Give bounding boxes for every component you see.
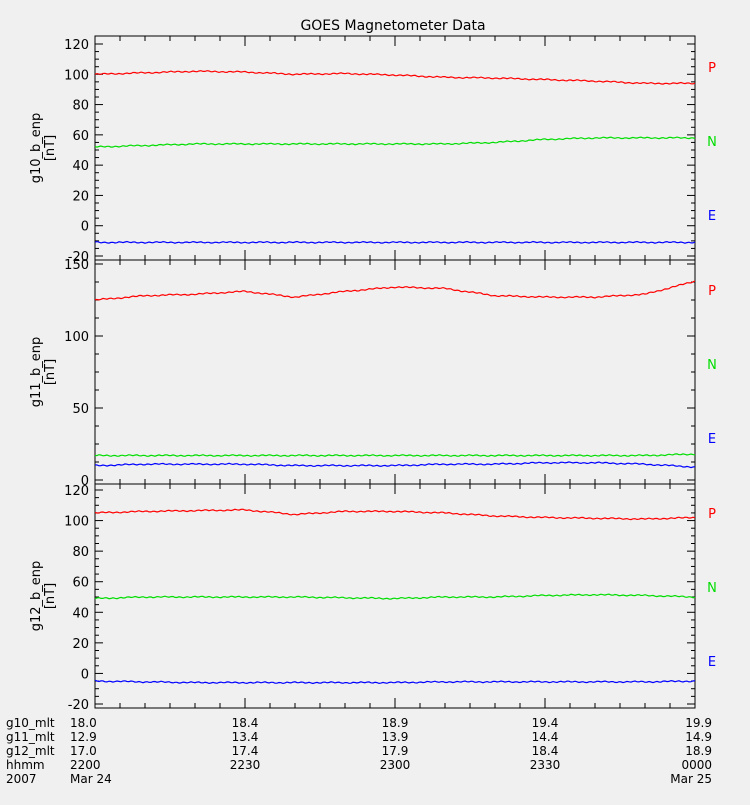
panel-3-ytick-label: 40 bbox=[72, 606, 89, 621]
footer-value: 13.4 bbox=[232, 730, 259, 744]
footer-value: 13.9 bbox=[382, 730, 409, 744]
panel-1-ytick-label: -20 bbox=[68, 250, 89, 265]
panel-1-ylabel: g10_b_enp bbox=[29, 113, 44, 184]
footer-label-2007: 2007 bbox=[6, 772, 37, 786]
footer-value: Mar 25 bbox=[670, 772, 712, 786]
panel-1-ytick-label: 20 bbox=[72, 189, 89, 204]
panel-1-series-P bbox=[94, 70, 696, 85]
footer-value: 18.4 bbox=[232, 716, 259, 730]
footer-value: 14.9 bbox=[685, 730, 712, 744]
panel-2-legend-N: N bbox=[707, 358, 717, 373]
footer-value: 18.9 bbox=[685, 744, 712, 758]
footer-value: 14.4 bbox=[532, 730, 559, 744]
panel-1-ytick-label: 40 bbox=[72, 159, 89, 174]
panel-1-frame bbox=[94, 35, 696, 261]
footer-value: 18.4 bbox=[532, 744, 559, 758]
footer-value: Mar 24 bbox=[70, 772, 112, 786]
footer-value: 19.4 bbox=[532, 716, 559, 730]
panel-1-legend-P: P bbox=[708, 61, 716, 76]
footer-label-g11_mlt: g11_mlt bbox=[6, 730, 55, 744]
panel-1-series-N bbox=[94, 136, 696, 148]
panel-1-ytick-label: 60 bbox=[72, 129, 89, 144]
panel-3-ytick-label: 0 bbox=[81, 667, 89, 682]
footer-value: 17.4 bbox=[232, 744, 259, 758]
panel-3-ytick-label: -20 bbox=[68, 698, 89, 713]
footer-value: 18.0 bbox=[70, 716, 97, 730]
panel-3-series-P bbox=[94, 508, 696, 521]
panel-3-ytick-label: 60 bbox=[72, 576, 89, 591]
panel-1-ytick-label: 100 bbox=[64, 68, 89, 83]
panel-3-ytick-label: 100 bbox=[64, 515, 89, 530]
panel-3-ytick-label: 20 bbox=[72, 637, 89, 652]
panel-1-series-E bbox=[94, 240, 696, 244]
panel-3-series-E bbox=[94, 679, 696, 685]
panel-2-ytick-label: 50 bbox=[72, 402, 89, 417]
footer-value: 12.9 bbox=[70, 730, 97, 744]
footer-label-g12_mlt: g12_mlt bbox=[6, 744, 55, 758]
panel-3-ylabel: g12_b_enp bbox=[29, 561, 44, 632]
panel-3-legend-E: E bbox=[708, 655, 716, 670]
panel-2-ytick-label: 0 bbox=[81, 474, 89, 489]
footer-value: 19.9 bbox=[685, 716, 712, 730]
panel-2-series-E bbox=[94, 461, 696, 469]
chart-title: GOES Magnetometer Data bbox=[300, 18, 485, 34]
panel-1-yunit: [nT] bbox=[43, 135, 58, 161]
panel-2-ylabel: g11_b_enp bbox=[29, 337, 44, 408]
panel-1-ytick-label: 80 bbox=[72, 99, 89, 114]
footer-value: 0000 bbox=[681, 758, 712, 772]
panel-1-legend-N: N bbox=[707, 135, 717, 150]
panel-3-series-N bbox=[94, 593, 696, 600]
panel-3-ytick-label: 120 bbox=[64, 484, 89, 499]
footer-label-g10_mlt: g10_mlt bbox=[6, 716, 55, 730]
panel-1-ytick-label: 120 bbox=[64, 38, 89, 53]
panel-1-ytick-label: 0 bbox=[81, 220, 89, 235]
footer-label-hhmm: hhmm bbox=[6, 758, 45, 772]
panel-2-legend-E: E bbox=[708, 432, 716, 447]
panel-2-yunit: [nT] bbox=[43, 359, 58, 385]
panel-2-series-P bbox=[94, 280, 696, 301]
footer-value: 2200 bbox=[70, 758, 101, 772]
footer-value: 2330 bbox=[530, 758, 561, 772]
panel-2-frame bbox=[94, 259, 696, 485]
footer-value: 17.0 bbox=[70, 744, 97, 758]
panel-3-legend-N: N bbox=[707, 581, 717, 596]
panel-3-legend-P: P bbox=[708, 507, 716, 522]
panel-3-yunit: [nT] bbox=[43, 583, 58, 609]
panel-2-series-N bbox=[94, 453, 696, 458]
footer-value: 2300 bbox=[380, 758, 411, 772]
footer-value: 17.9 bbox=[382, 744, 409, 758]
panel-2-ytick-label: 150 bbox=[64, 258, 89, 273]
panel-2-legend-P: P bbox=[708, 284, 716, 299]
panel-1-legend-E: E bbox=[708, 209, 716, 224]
footer-value: 2230 bbox=[230, 758, 261, 772]
panel-3-ytick-label: 80 bbox=[72, 545, 89, 560]
panel-2-ytick-label: 100 bbox=[64, 330, 89, 345]
footer-value: 18.9 bbox=[382, 716, 409, 730]
